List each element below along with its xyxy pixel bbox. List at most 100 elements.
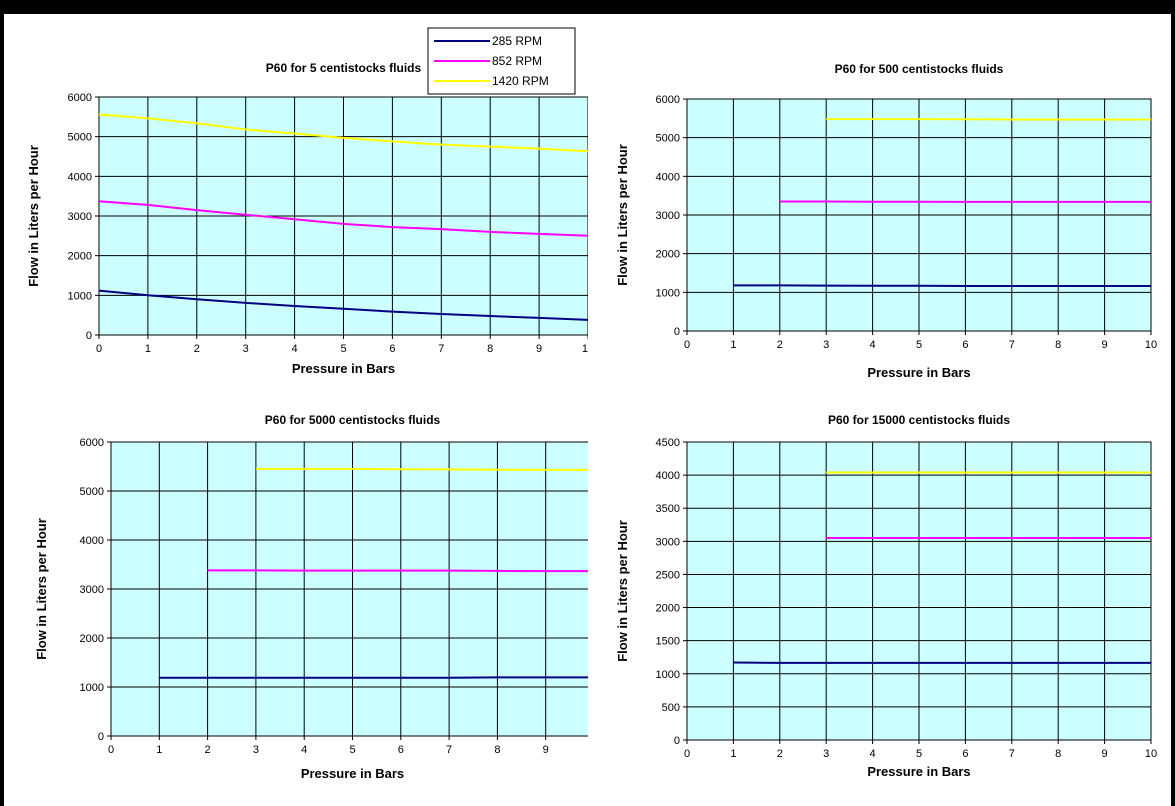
x-tick-label: 9 bbox=[1102, 748, 1108, 760]
x-tick-label: 7 bbox=[1009, 748, 1015, 760]
x-tick-label: 3 bbox=[253, 744, 259, 756]
x-tick-label: 4 bbox=[870, 748, 876, 760]
x-tick-label: 8 bbox=[1055, 339, 1061, 351]
x-tick-label: 5 bbox=[349, 744, 355, 756]
x-tick-label: 9 bbox=[543, 744, 549, 756]
y-tick-label: 1000 bbox=[68, 290, 92, 302]
chart-5000-centistocks: 0123456789100100020003000400050006000P60… bbox=[34, 413, 588, 781]
x-tick-label: 1 bbox=[730, 748, 736, 760]
x-tick-label: 4 bbox=[292, 343, 298, 355]
series-line-285-rpm bbox=[98, 289, 588, 321]
x-tick-label: 1 bbox=[730, 339, 736, 351]
y-tick-label: 3000 bbox=[656, 536, 680, 548]
y-tick-label: 4000 bbox=[656, 171, 680, 183]
series-line-852-rpm bbox=[98, 200, 588, 237]
x-tick-label: 5 bbox=[916, 339, 922, 351]
x-tick-label: 2 bbox=[777, 748, 783, 760]
x-tick-label: 0 bbox=[108, 744, 114, 756]
y-tick-label: 4000 bbox=[80, 535, 104, 547]
chart-500-centistocks: 0 1 2 3 4 5 6 7 8 9 10 0 1000 2000 3000 4000 5000 6000 P60… bbox=[615, 62, 1157, 380]
y-tick-label: 0 bbox=[674, 735, 680, 747]
x-axis-label: Pressure in Bars bbox=[301, 766, 404, 781]
y-tick-label: 5000 bbox=[80, 486, 104, 498]
y-tick-label: 6000 bbox=[656, 94, 680, 106]
series-line-285-rpm bbox=[733, 284, 1151, 287]
x-tick-label: 7 bbox=[446, 744, 452, 756]
chart-5-centistocks: 0 1 2 3 4 5 6 7 8 9 10 0 1000 2000 3000 4000 5000 6000 P60… bbox=[26, 27, 588, 376]
x-tick-label: 0 bbox=[684, 339, 690, 351]
y-tick-label: 1500 bbox=[656, 636, 680, 648]
x-tick-label: 8 bbox=[494, 744, 500, 756]
y-tick-label: 3000 bbox=[656, 210, 680, 222]
y-tick-label: 4000 bbox=[656, 470, 680, 482]
y-tick-label: 6000 bbox=[80, 437, 104, 449]
x-tick-label: 3 bbox=[823, 748, 829, 760]
y-tick-label: 500 bbox=[662, 702, 680, 714]
x-tick-label: 4 bbox=[870, 339, 876, 351]
chart-title: P60 for 5 centistocks fluids bbox=[266, 61, 422, 75]
x-tick-label: 8 bbox=[487, 343, 493, 355]
y-axis-label: Flow in Liters per Hour bbox=[615, 520, 630, 662]
y-tick-label: 1000 bbox=[656, 669, 680, 681]
y-tick-label: 2000 bbox=[656, 603, 680, 615]
x-tick-label: 6 bbox=[398, 744, 404, 756]
series-line-852-rpm bbox=[207, 569, 588, 573]
chart-title: P60 for 15000 centistocks fluids bbox=[828, 413, 1010, 427]
x-axis-label: Pressure in Bars bbox=[867, 365, 970, 380]
top-border-bar bbox=[0, 0, 1175, 18]
x-tick-label: 6 bbox=[389, 343, 395, 355]
y-tick-label: 3000 bbox=[80, 584, 104, 596]
x-axis-label: Pressure in Bars bbox=[292, 361, 395, 376]
chart-15000-centistocks: 0 1 2 3 4 5 6 7 8 9 10 0 500 1000 1500 2000 2500 3000 3500… bbox=[615, 413, 1157, 779]
x-tick-label: 4 bbox=[301, 744, 307, 756]
x-tick-label: 2 bbox=[205, 744, 211, 756]
y-tick-label: 5000 bbox=[656, 133, 680, 145]
y-tick-label: 1000 bbox=[656, 287, 680, 299]
y-axis-label: Flow in Liters per Hour bbox=[26, 145, 41, 287]
x-tick-label: 2 bbox=[194, 343, 200, 355]
y-tick-label: 2500 bbox=[656, 569, 680, 581]
series-line-1420-rpm bbox=[255, 467, 588, 471]
y-tick-label: 6000 bbox=[68, 92, 92, 104]
x-tick-label: 6 bbox=[962, 339, 968, 351]
y-tick-label: 1000 bbox=[80, 682, 104, 694]
y-tick-label: 3500 bbox=[656, 503, 680, 515]
y-tick-label: 2000 bbox=[80, 633, 104, 645]
y-axis-label: Flow in Liters per Hour bbox=[34, 518, 49, 660]
x-tick-label: 3 bbox=[823, 339, 829, 351]
x-tick-label: 5 bbox=[916, 748, 922, 760]
x-axis-label: Pressure in Bars bbox=[867, 764, 970, 779]
x-tick-label: 0 bbox=[96, 343, 102, 355]
x-tick-label: 8 bbox=[1055, 748, 1061, 760]
chart-title: P60 for 5000 centistocks fluids bbox=[265, 413, 441, 427]
y-tick-label: 0 bbox=[86, 330, 92, 342]
x-tick-label: 9 bbox=[536, 343, 542, 355]
y-tick-label: 0 bbox=[674, 326, 680, 338]
x-tick-label: 10 bbox=[1145, 748, 1157, 760]
x-tick-label: 7 bbox=[1009, 339, 1015, 351]
y-tick-label: 2000 bbox=[656, 249, 680, 261]
y-tick-label: 3000 bbox=[68, 211, 92, 223]
legend-label-1420-rpm: 1420 RPM bbox=[492, 74, 549, 88]
x-tick-label: 6 bbox=[962, 748, 968, 760]
series-line-1420-rpm bbox=[98, 113, 588, 153]
x-tick-label: 0 bbox=[684, 748, 690, 760]
legend-label-285-rpm: 285 RPM bbox=[492, 34, 542, 48]
x-tick-label: 7 bbox=[438, 343, 444, 355]
y-tick-label: 4500 bbox=[656, 437, 680, 449]
chart-title: P60 for 500 centistocks fluids bbox=[835, 62, 1004, 76]
y-tick-label: 2000 bbox=[68, 251, 92, 263]
x-tick-label: 5 bbox=[340, 343, 346, 355]
y-axis-label: Flow in Liters per Hour bbox=[615, 144, 630, 286]
x-tick-label: 10 bbox=[1145, 339, 1157, 351]
y-tick-label: 5000 bbox=[68, 132, 92, 144]
x-tick-label: 2 bbox=[777, 339, 783, 351]
y-tick-label: 0 bbox=[98, 731, 104, 743]
x-tick-label: 10 bbox=[582, 343, 588, 355]
y-tick-label: 4000 bbox=[68, 171, 92, 183]
x-tick-label: 9 bbox=[1102, 339, 1108, 351]
x-tick-label: 1 bbox=[156, 744, 162, 756]
legend-label-852-rpm: 852 RPM bbox=[492, 54, 542, 68]
x-tick-label: 1 bbox=[145, 343, 151, 355]
x-tick-label: 3 bbox=[243, 343, 249, 355]
